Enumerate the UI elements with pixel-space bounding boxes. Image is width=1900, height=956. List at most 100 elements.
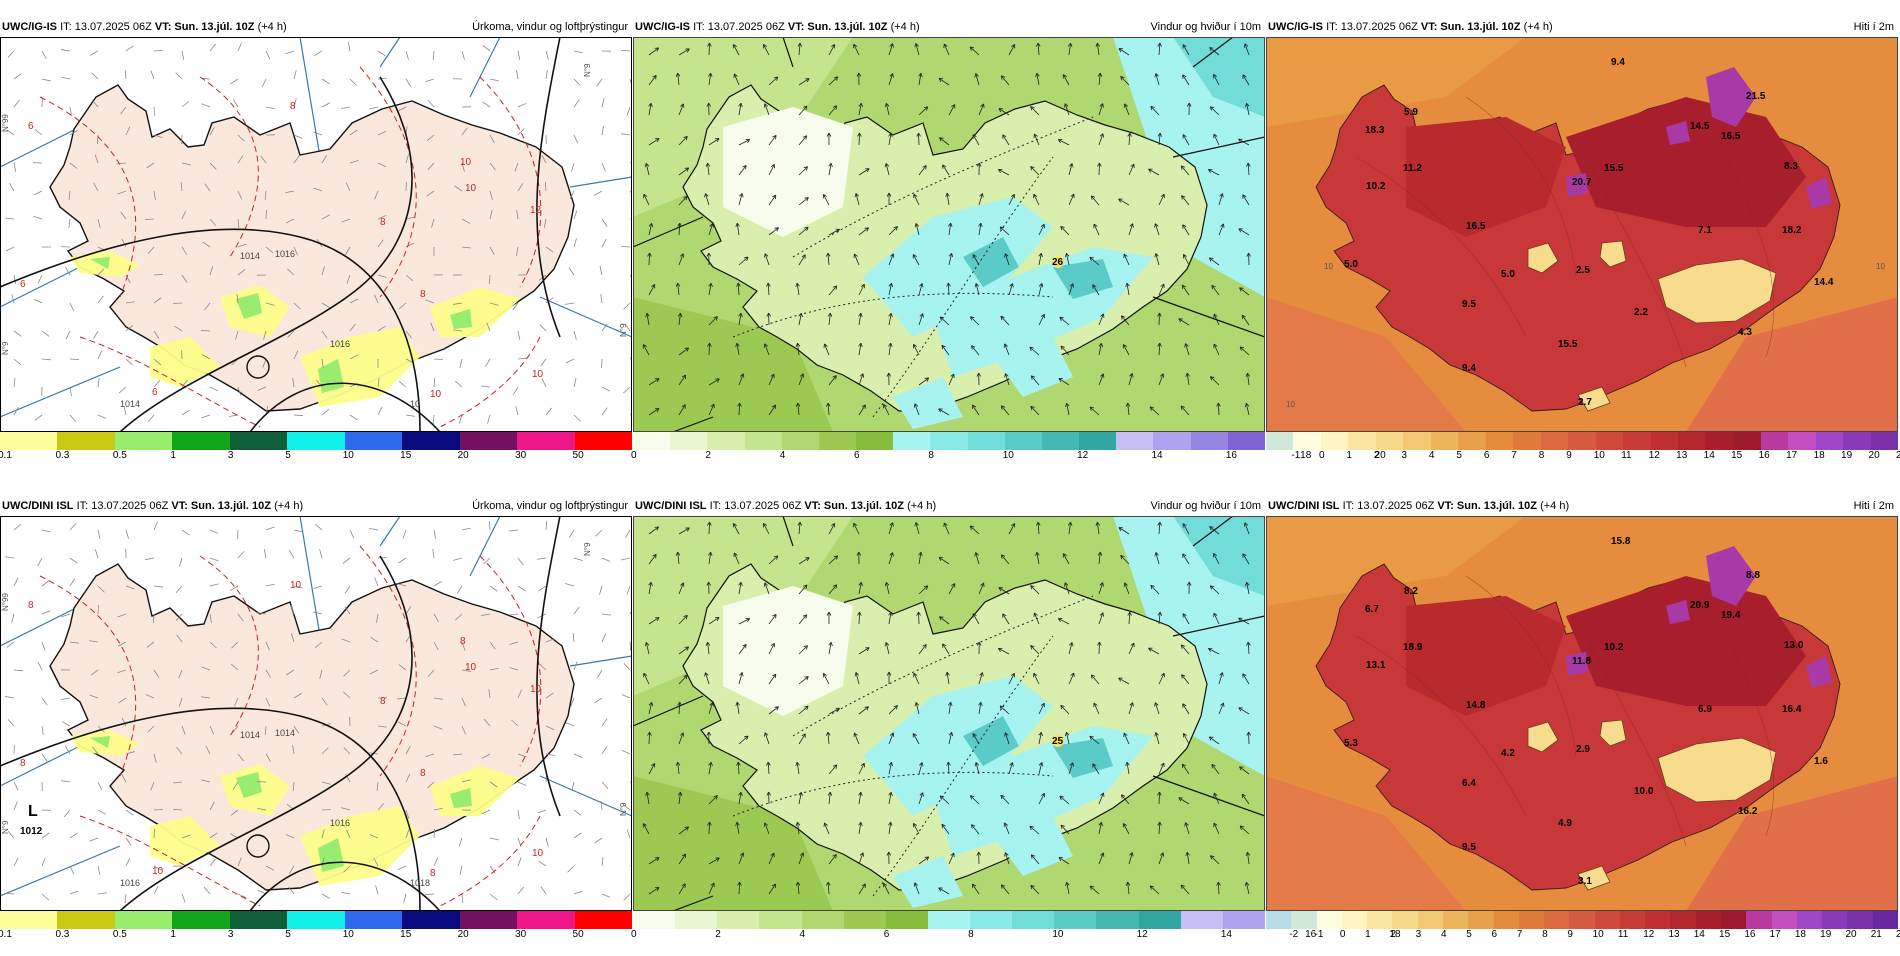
colorbar-swatch	[1458, 432, 1486, 450]
forecast-map[interactable]: 1016101410141016101012108866106810N°99N°…	[0, 37, 632, 432]
temperature-value: 21.5	[1746, 91, 1766, 102]
colorbar-swatch	[1595, 911, 1621, 929]
temperature-label: 6	[28, 121, 34, 132]
colorbar-tick-label: 7	[1511, 450, 1517, 461]
temperature-value: 18.9	[1403, 642, 1423, 653]
colorbar-swatch	[460, 432, 518, 450]
temperature-value: 6.4	[1462, 778, 1476, 789]
colorbar-tick-label: 0.3	[55, 450, 69, 461]
colorbar-swatch	[1568, 432, 1596, 450]
forecast-map[interactable]: 26	[633, 37, 1265, 432]
temperature-value: 18.2	[1782, 225, 1802, 236]
colorbar-swatch	[517, 432, 575, 450]
temperature-value: 15.8	[1611, 536, 1631, 547]
colorbar-ticks: -1012345678910111213141516171819202122	[1266, 450, 1898, 464]
model-name: UWC/IG-IS	[635, 21, 690, 33]
colorbar-tick-label: 4	[800, 929, 806, 940]
colorbar-swatch	[1486, 432, 1514, 450]
colorbar-swatch	[1623, 432, 1651, 450]
colorbar-swatch	[1005, 432, 1043, 450]
graticule-label: N°9	[1, 820, 10, 834]
colorbar-swatch	[115, 911, 173, 929]
colorbar-swatch	[1696, 911, 1722, 929]
temperature-label: 6	[20, 279, 26, 290]
valid-time: VT: Sun. 13.júl. 10Z	[804, 500, 904, 512]
graticule-label: N°9	[583, 542, 592, 556]
forecast-panel-wind: UWC/IG-IS IT: 13.07.2025 06Z VT: Sun. 13…	[633, 17, 1265, 477]
colorbar-swatch	[1596, 432, 1624, 450]
isobar-label: 1014	[120, 399, 140, 409]
colorbar-tick-label: 1	[170, 929, 176, 940]
colorbar-swatch	[886, 911, 929, 929]
colorbar-tick-label: 0	[1319, 450, 1325, 461]
colorbar-tick-label: 5	[1466, 929, 1472, 940]
colorbar-tick-label: 0	[631, 929, 637, 940]
panel-header: UWC/IG-IS IT: 13.07.2025 06Z VT: Sun. 13…	[633, 17, 1265, 37]
forecast-map[interactable]: 25	[633, 516, 1265, 911]
lead-time: (+4 h)	[1540, 500, 1569, 512]
colorbar-swatch	[1348, 432, 1376, 450]
colorbar-swatch	[1266, 432, 1294, 450]
colorbar-swatch	[1291, 911, 1317, 929]
panel-title: Úrkoma, vindur og loftþrýstingur	[472, 17, 628, 37]
temperature-value: 9.5	[1462, 842, 1476, 853]
colorbar-tick-label: 19	[1841, 450, 1852, 461]
colorbar-swatch	[970, 911, 1013, 929]
temperature-label: 8	[20, 758, 26, 769]
colorbar-tick-label: 10	[1594, 450, 1605, 461]
valid-time: VT: Sun. 13.júl. 10Z	[1421, 21, 1521, 33]
colorbar-tick-label: 6	[1484, 450, 1490, 461]
temperature-value: 9.5	[1462, 299, 1476, 310]
colorbar-swatch	[1321, 432, 1349, 450]
temperature-label: 10	[532, 848, 544, 859]
temperature-label: 10	[465, 183, 477, 194]
temperature-value: 13.1	[1366, 660, 1386, 671]
colorbar-tick-label: 20	[1845, 929, 1856, 940]
temperature-value: 11.2	[1403, 163, 1422, 174]
temperature-value: 6.9	[1698, 704, 1712, 715]
colorbar-swatch	[893, 432, 931, 450]
colorbar-swatch	[759, 911, 802, 929]
colorbar-swatch	[819, 432, 857, 450]
temperature-value: 14.8	[1466, 700, 1486, 711]
colorbar-swatch	[345, 911, 403, 929]
temperature-label: 8	[380, 217, 386, 228]
init-time: IT: 13.07.2025 06Z	[60, 21, 152, 33]
colorbar-swatch	[1403, 432, 1431, 450]
temperature-value: 11.8	[1572, 656, 1591, 667]
colorbar-tick-label: 0.1	[0, 450, 12, 461]
temperature-value: 10.0	[1634, 786, 1654, 797]
colorbar-swatch	[1541, 432, 1569, 450]
colorbar-tick-label: 10	[1593, 929, 1604, 940]
colorbar-tick-label: 14	[1694, 929, 1705, 940]
colorbar-tick-label: 9	[1566, 450, 1572, 461]
colorbar-swatch	[1544, 911, 1570, 929]
colorbar-swatch	[1847, 911, 1873, 929]
temperature-label: 10	[460, 157, 472, 168]
colorbar-swatch	[928, 911, 971, 929]
init-time: IT: 13.07.2025 06Z	[1343, 500, 1435, 512]
colorbar-tick-label: 0	[631, 450, 637, 461]
colorbar-tick-label: 50	[573, 929, 584, 940]
colorbar-tick-label: 12	[1077, 450, 1088, 461]
panel-header: UWC/IG-IS IT: 13.07.2025 06Z VT: Sun. 13…	[1266, 17, 1898, 37]
colorbar-tick-label: 17	[1786, 450, 1797, 461]
temperature-label: 10	[152, 866, 164, 877]
colorbar-swatch	[402, 432, 460, 450]
temperature-value: 10.2	[1604, 642, 1624, 653]
isobar-label: 1014	[240, 730, 260, 740]
low-pressure-value: 1012	[20, 826, 43, 837]
colorbar-tick-label: 2	[705, 450, 711, 461]
colorbar-swatch	[1342, 911, 1368, 929]
colorbar-tick-label: 12	[1643, 929, 1654, 940]
colorbar-swatch	[802, 911, 845, 929]
colorbar-swatch	[1797, 911, 1823, 929]
forecast-map[interactable]: 101410161014101610188101081081010888N°99…	[0, 516, 632, 911]
colorbar-swatch	[782, 432, 820, 450]
colorbar-swatch	[745, 432, 783, 450]
colorbar-tick-label: 30	[515, 929, 526, 940]
colorbar-swatch	[1816, 432, 1844, 450]
